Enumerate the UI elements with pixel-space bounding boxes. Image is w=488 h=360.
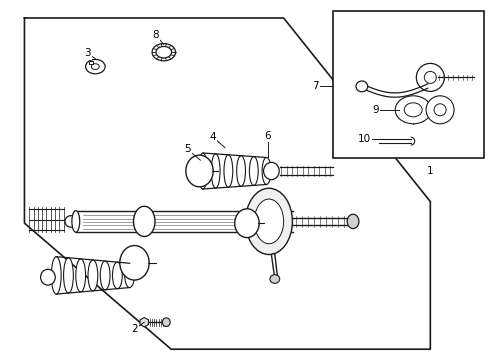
Bar xyxy=(332,11,483,158)
Text: 5: 5 xyxy=(183,144,190,154)
Ellipse shape xyxy=(88,260,98,291)
Ellipse shape xyxy=(91,64,99,69)
Text: 6: 6 xyxy=(264,131,271,141)
Ellipse shape xyxy=(120,246,149,280)
Text: 10: 10 xyxy=(357,134,370,144)
Ellipse shape xyxy=(85,59,105,74)
Ellipse shape xyxy=(394,96,430,124)
Ellipse shape xyxy=(112,262,122,289)
Ellipse shape xyxy=(65,216,77,227)
Ellipse shape xyxy=(262,157,270,184)
Text: 3: 3 xyxy=(83,48,90,58)
Ellipse shape xyxy=(185,155,213,187)
Ellipse shape xyxy=(249,157,258,185)
Ellipse shape xyxy=(162,318,170,327)
Ellipse shape xyxy=(76,259,85,292)
Bar xyxy=(89,61,93,64)
Ellipse shape xyxy=(433,104,445,116)
Ellipse shape xyxy=(198,153,207,189)
Ellipse shape xyxy=(254,199,283,244)
Ellipse shape xyxy=(355,81,367,92)
Ellipse shape xyxy=(133,206,155,237)
Ellipse shape xyxy=(404,103,421,117)
Ellipse shape xyxy=(124,263,134,288)
Text: 7: 7 xyxy=(311,81,318,91)
Ellipse shape xyxy=(425,96,453,124)
Ellipse shape xyxy=(236,156,245,186)
Ellipse shape xyxy=(63,258,73,293)
Ellipse shape xyxy=(224,155,232,187)
Ellipse shape xyxy=(100,261,110,290)
Text: 9: 9 xyxy=(371,105,378,115)
Text: 2: 2 xyxy=(131,324,138,334)
Ellipse shape xyxy=(51,257,61,294)
Ellipse shape xyxy=(245,188,292,255)
Ellipse shape xyxy=(211,154,220,188)
Ellipse shape xyxy=(346,214,358,229)
Ellipse shape xyxy=(156,46,171,58)
Ellipse shape xyxy=(263,162,279,180)
Text: 1: 1 xyxy=(426,166,433,176)
Ellipse shape xyxy=(269,275,279,283)
Ellipse shape xyxy=(415,63,444,91)
Ellipse shape xyxy=(424,71,435,84)
Polygon shape xyxy=(140,318,148,327)
Ellipse shape xyxy=(41,269,55,285)
Ellipse shape xyxy=(72,211,80,232)
Ellipse shape xyxy=(234,209,259,238)
Text: 8: 8 xyxy=(152,30,159,40)
Text: 4: 4 xyxy=(209,132,216,142)
